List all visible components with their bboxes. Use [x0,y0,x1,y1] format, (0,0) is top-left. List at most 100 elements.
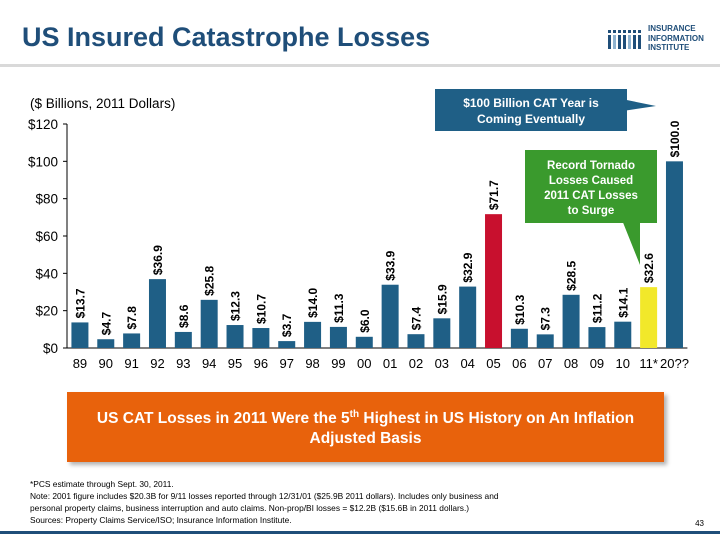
x-tick-label: 97 [279,356,293,371]
bars: $13.7 $4.7 $7.8 $36.9 $8.6 $25.8 $12.3 $10.7 $3.… [71,120,683,348]
x-tick-label: 95 [228,356,242,371]
bar-96 [252,328,270,348]
x-tick-label: 93 [176,356,190,371]
x-tick-label: 92 [150,356,164,371]
bar-97 [278,341,296,348]
footnote-line: personal property claims, business inter… [30,503,470,513]
bar-93 [174,331,192,348]
y-tick-label: $0 [43,341,58,356]
bar-92 [148,279,166,348]
x-tick-label: 08 [564,356,578,371]
value-label-01: $33.9 [384,250,398,280]
value-label-03: $15.9 [435,284,449,314]
y-tick-label: $120 [28,117,58,132]
value-label-11*: $32.6 [642,253,656,283]
logo-text: INSURANCE INFORMATION INSTITUTE [648,24,704,52]
callout-green: Record Tornado Losses Caused 2011 CAT Lo… [525,150,657,265]
value-label-93: $8.6 [177,304,191,328]
bar-07 [536,334,554,348]
summary-banner: US CAT Losses in 2011 Were the 5th Highe… [67,392,664,462]
footnote-line: Sources: Property Claims Service/ISO; In… [30,515,292,525]
bar-02 [407,334,425,348]
x-tick-label: 06 [512,356,526,371]
x-tick-label: 91 [124,356,138,371]
bar-10 [614,321,632,348]
bar-01 [381,284,399,348]
value-label-89: $13.7 [73,288,87,318]
bar-04 [459,286,477,348]
callout-green-box [525,150,657,223]
x-tick-label: 96 [254,356,268,371]
bar-99 [329,326,347,348]
callout-blue-line1: $100 Billion CAT Year is [463,96,599,110]
footnote-line: *PCS estimate through Sept. 30, 2011. [30,479,174,489]
iii-logo [608,30,641,49]
x-tick-label: 11* [639,356,658,371]
bar-05 [485,214,503,348]
value-label-90: $4.7 [99,312,113,336]
value-label-99: $11.3 [332,293,346,323]
bar-08 [562,294,580,348]
value-label-10: $14.1 [616,287,630,317]
callout-blue-line2: Coming Eventually [477,112,585,126]
bar-11* [640,287,658,348]
bar-94 [200,299,218,348]
x-tick-label: 07 [538,356,552,371]
x-tick-label: 99 [331,356,345,371]
bar-98 [304,321,322,348]
x-tick-label: 05 [486,356,500,371]
bar-89 [71,322,89,348]
value-label-91: $7.8 [125,306,139,330]
value-label-02: $7.4 [409,307,423,331]
value-label-98: $14.0 [306,288,320,318]
page-number: 43 [695,519,704,528]
y-tick-label: $40 [35,266,58,281]
value-label-05: $71.7 [487,180,501,210]
value-label-96: $10.7 [254,294,268,324]
y-axis: $0 $20 $40 $60 $80 $100 $120 [28,117,688,356]
bar-95 [226,325,244,348]
x-tick-label: 04 [460,356,474,371]
x-tick-label: 03 [435,356,449,371]
bar-90 [97,339,115,348]
footer-divider [0,531,720,534]
footnote-line: Note: 2001 figure includes $20.3B for 9/… [30,491,499,501]
title-divider [0,64,720,67]
x-tick-label: 94 [202,356,216,371]
y-tick-label: $60 [35,229,58,244]
value-label-95: $12.3 [229,291,243,321]
callout-green-line2: Losses Caused [549,175,633,187]
value-label-92: $36.9 [151,245,165,275]
footnotes: *PCS estimate through Sept. 30, 2011. No… [30,478,650,526]
value-label-09: $11.2 [590,293,604,323]
y-tick-label: $80 [35,192,58,207]
callout-green-line3: 2011 CAT Losses [544,190,638,202]
x-tick-label: 98 [305,356,319,371]
callout-green-line1: Record Tornado [547,160,635,172]
page-title: US Insured Catastrophe Losses [22,22,431,52]
bar-91 [123,333,141,348]
bar-03 [433,318,451,348]
x-tick-label: 10 [616,356,630,371]
value-label-06: $10.3 [513,294,527,324]
x-tick-label: 01 [383,356,397,371]
y-tick-label: $100 [28,154,58,169]
x-tick-label: 20?? [660,356,689,371]
value-label-07: $7.3 [539,307,553,331]
value-label-04: $32.9 [461,252,475,282]
x-tick-label: 00 [357,356,371,371]
x-tick-label: 02 [409,356,423,371]
callout-green-line4: to Surge [568,205,615,217]
bar-20?? [665,161,683,348]
bar-00 [355,336,373,348]
value-label-94: $25.8 [203,265,217,295]
bar-09 [588,327,606,348]
value-label-00: $6.0 [358,309,372,333]
chart-subtitle: ($ Billions, 2011 Dollars) [30,96,175,111]
x-tick-label: 89 [73,356,87,371]
value-label-20??: $100.0 [668,120,682,157]
callout-blue: $100 Billion CAT Year is Coming Eventual… [435,89,656,131]
x-tick-label: 90 [99,356,113,371]
callout-green-pointer [622,220,640,265]
bar-06 [510,328,528,348]
